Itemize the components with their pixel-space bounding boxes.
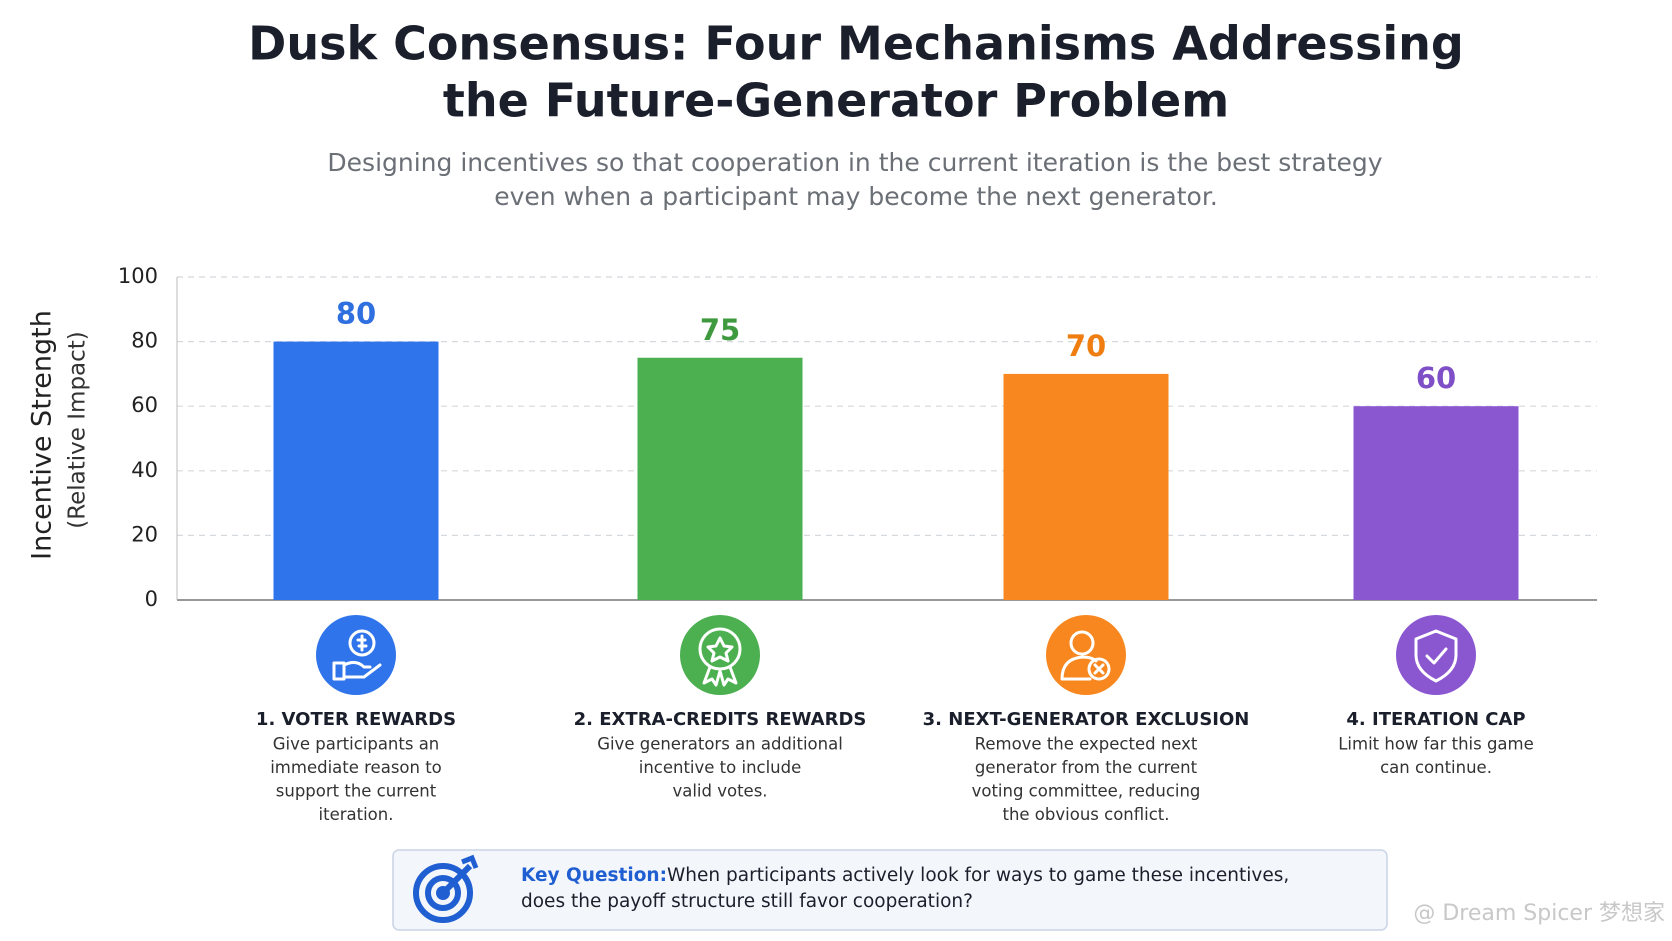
icon-circle [1396,615,1476,695]
icon-circle [680,615,760,695]
icon-glyph [698,627,742,671]
mechanism-description: valid votes. [672,782,767,801]
bar [1353,406,1519,600]
y-axis-label: Incentive Strength [27,310,58,560]
mechanism-description: Limit how far this game [1338,735,1534,754]
bar [637,357,803,600]
mechanism-icon [680,615,760,695]
value-label: 60 [1416,361,1456,395]
icon-glyph [702,636,738,687]
icon-glyph [1093,663,1105,675]
x-tick-label: 1. VOTER REWARDS [256,709,456,730]
y-tick-label: 0 [145,587,158,611]
mechanism-description: can continue. [1380,758,1492,777]
key-question-text: When participants actively look for ways… [667,865,1289,886]
chart-title: the Future-Generator Problem [443,74,1229,128]
icon-glyph [1087,657,1111,681]
target-icon [413,854,479,923]
mechanism-description: Give participants an [273,735,440,754]
mechanism-description: the obvious conflict. [1002,805,1169,824]
x-tick-label: 3. NEXT-GENERATOR EXCLUSION [923,709,1250,730]
value-label: 80 [336,297,376,331]
mechanism-description: voting committee, reducing [972,782,1201,801]
icon-glyph [332,634,382,681]
value-label: 70 [1066,329,1106,363]
mechanism-description: generator from the current [975,758,1198,777]
value-label: 75 [700,313,740,347]
key-question-label: Key Question: [521,865,667,886]
y-tick-label: 80 [131,329,158,353]
y-axis-label: (Relative Impact) [65,331,91,529]
mechanism-description: Remove the expected next [975,735,1198,754]
key-question-box [392,849,1388,931]
key-question-text: does the payoff structure still favor co… [521,891,973,912]
y-tick-label: 60 [131,393,158,417]
mechanism-description: Give generators an additional [597,735,843,754]
mechanism-description: immediate reason to [270,758,442,777]
y-tick-label: 40 [131,458,158,482]
mechanism-icon [316,615,396,695]
mechanism-description: incentive to include [639,758,802,777]
mechanism-description: iteration. [319,805,394,824]
chart-title: Dusk Consensus: Four Mechanisms Addressi… [248,17,1464,71]
mechanism-icon [1396,615,1476,695]
icon-glyph [1414,629,1458,683]
icon-circle [1046,615,1126,695]
subtitle: Designing incentives so that cooperation… [327,148,1382,177]
mechanism-description: support the current [276,782,437,801]
x-tick-label: 2. EXTRA-CREDITS REWARDS [574,709,867,730]
x-tick-label: 4. ITERATION CAP [1346,709,1525,730]
watermark: @ Dream Spicer 梦想家 [1413,901,1665,926]
bar [1003,373,1169,600]
y-tick-label: 100 [118,264,158,288]
icon-glyph [1069,630,1095,656]
y-tick-label: 20 [131,522,158,546]
mechanism-icon [1046,615,1126,695]
icon-glyph [1060,655,1098,681]
icon-glyph [348,629,376,657]
subtitle: even when a participant may become the n… [494,182,1218,211]
bar [273,341,439,600]
